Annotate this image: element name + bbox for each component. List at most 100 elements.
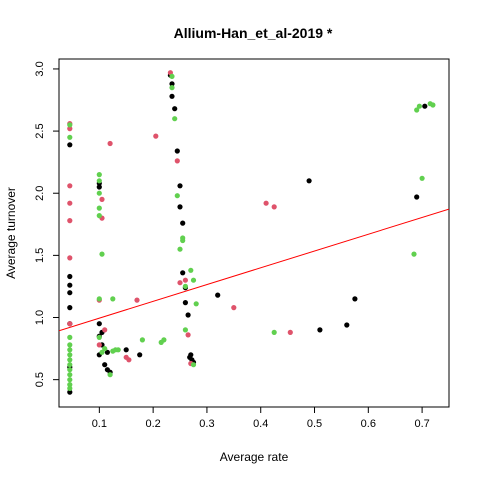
point-green [67, 385, 73, 391]
y-tick-label: 3.0 [34, 61, 46, 76]
point-black [137, 352, 143, 358]
point-black [177, 204, 183, 210]
point-black [67, 273, 73, 280]
x-tick-label: 0.4 [253, 418, 268, 430]
point-green [416, 103, 422, 109]
point-black [306, 178, 312, 184]
point-green [67, 342, 73, 348]
point-green [67, 122, 73, 128]
point-red [287, 329, 293, 335]
point-black [422, 103, 428, 109]
x-tick-label: 0.2 [145, 418, 160, 430]
y-tick-label: 2.5 [34, 123, 46, 138]
point-green [107, 372, 113, 378]
point-green [182, 327, 188, 333]
point-green [180, 235, 186, 241]
point-green [102, 346, 108, 352]
chart-title: Allium-Han_et_al-2019 * [174, 25, 333, 41]
point-green [96, 172, 102, 178]
x-tick-label: 0.1 [92, 418, 107, 430]
point-green [99, 349, 105, 355]
y-tick-label: 1.5 [34, 248, 46, 263]
plot-frame [58, 58, 450, 408]
point-black [414, 194, 420, 200]
point-black [96, 321, 102, 327]
y-axis-label: Average turnover [4, 187, 18, 279]
point-green [271, 329, 277, 335]
point-green [67, 134, 73, 140]
point-black [180, 270, 186, 276]
point-green [96, 213, 102, 219]
x-tick-label: 0.5 [307, 418, 322, 430]
point-green [177, 246, 183, 252]
point-green [169, 73, 175, 79]
point-black [104, 349, 110, 355]
point-green [414, 107, 420, 113]
point-green [411, 251, 417, 257]
point-green [67, 334, 73, 340]
point-green [67, 372, 73, 378]
point-black [344, 322, 350, 328]
point-green [67, 367, 73, 373]
point-red [134, 297, 140, 303]
point-green [67, 382, 73, 388]
point-red [126, 357, 132, 363]
x-axis-label: Average rate [220, 450, 289, 464]
x-tick-label: 0.3 [199, 418, 214, 430]
point-green [190, 277, 197, 283]
point-green [67, 377, 73, 383]
point-green [96, 190, 102, 196]
point-green [174, 193, 180, 199]
point-green [190, 362, 197, 368]
point-red [263, 200, 269, 206]
point-red [67, 321, 73, 327]
point-green [115, 347, 121, 353]
point-green [96, 296, 102, 302]
point-red [99, 196, 105, 202]
point-black [188, 352, 194, 358]
x-tick-label: 0.6 [361, 418, 376, 430]
point-green [96, 334, 102, 340]
point-red [67, 183, 73, 189]
point-black [123, 347, 129, 353]
point-green [96, 205, 102, 211]
y-axis: 0.5 1.0 1.5 2.0 2.5 3.0 [34, 61, 60, 387]
point-green [67, 357, 73, 363]
point-red [153, 133, 159, 139]
data-points [67, 70, 436, 395]
point-green [430, 102, 436, 108]
point-black [102, 362, 108, 368]
point-black [67, 389, 73, 395]
point-red [182, 277, 188, 283]
point-black [174, 148, 180, 154]
y-tick-label: 2.0 [34, 186, 46, 201]
point-red [174, 158, 180, 164]
point-black [96, 184, 102, 190]
point-green [96, 178, 102, 184]
point-black [352, 296, 358, 302]
point-black [67, 282, 73, 288]
point-black [172, 106, 178, 112]
point-red [67, 255, 73, 261]
point-red [231, 305, 237, 311]
point-red [271, 204, 277, 210]
point-black [169, 93, 175, 99]
point-green [139, 337, 145, 343]
point-green [169, 85, 175, 91]
point-black [215, 292, 221, 298]
plot-area [59, 70, 449, 395]
point-black [180, 220, 186, 226]
point-black [182, 300, 188, 306]
point-green [67, 362, 73, 368]
y-tick-label: 0.5 [34, 372, 46, 387]
point-red [96, 342, 102, 348]
point-black [67, 142, 73, 148]
point-red [67, 126, 73, 132]
point-green [99, 251, 105, 257]
point-red [102, 327, 108, 333]
point-green [419, 175, 425, 181]
point-green [110, 296, 116, 302]
point-red [107, 140, 113, 147]
x-axis: 0.1 0.2 0.3 0.4 0.5 0.6 0.7 [92, 406, 430, 430]
point-black [185, 312, 191, 318]
